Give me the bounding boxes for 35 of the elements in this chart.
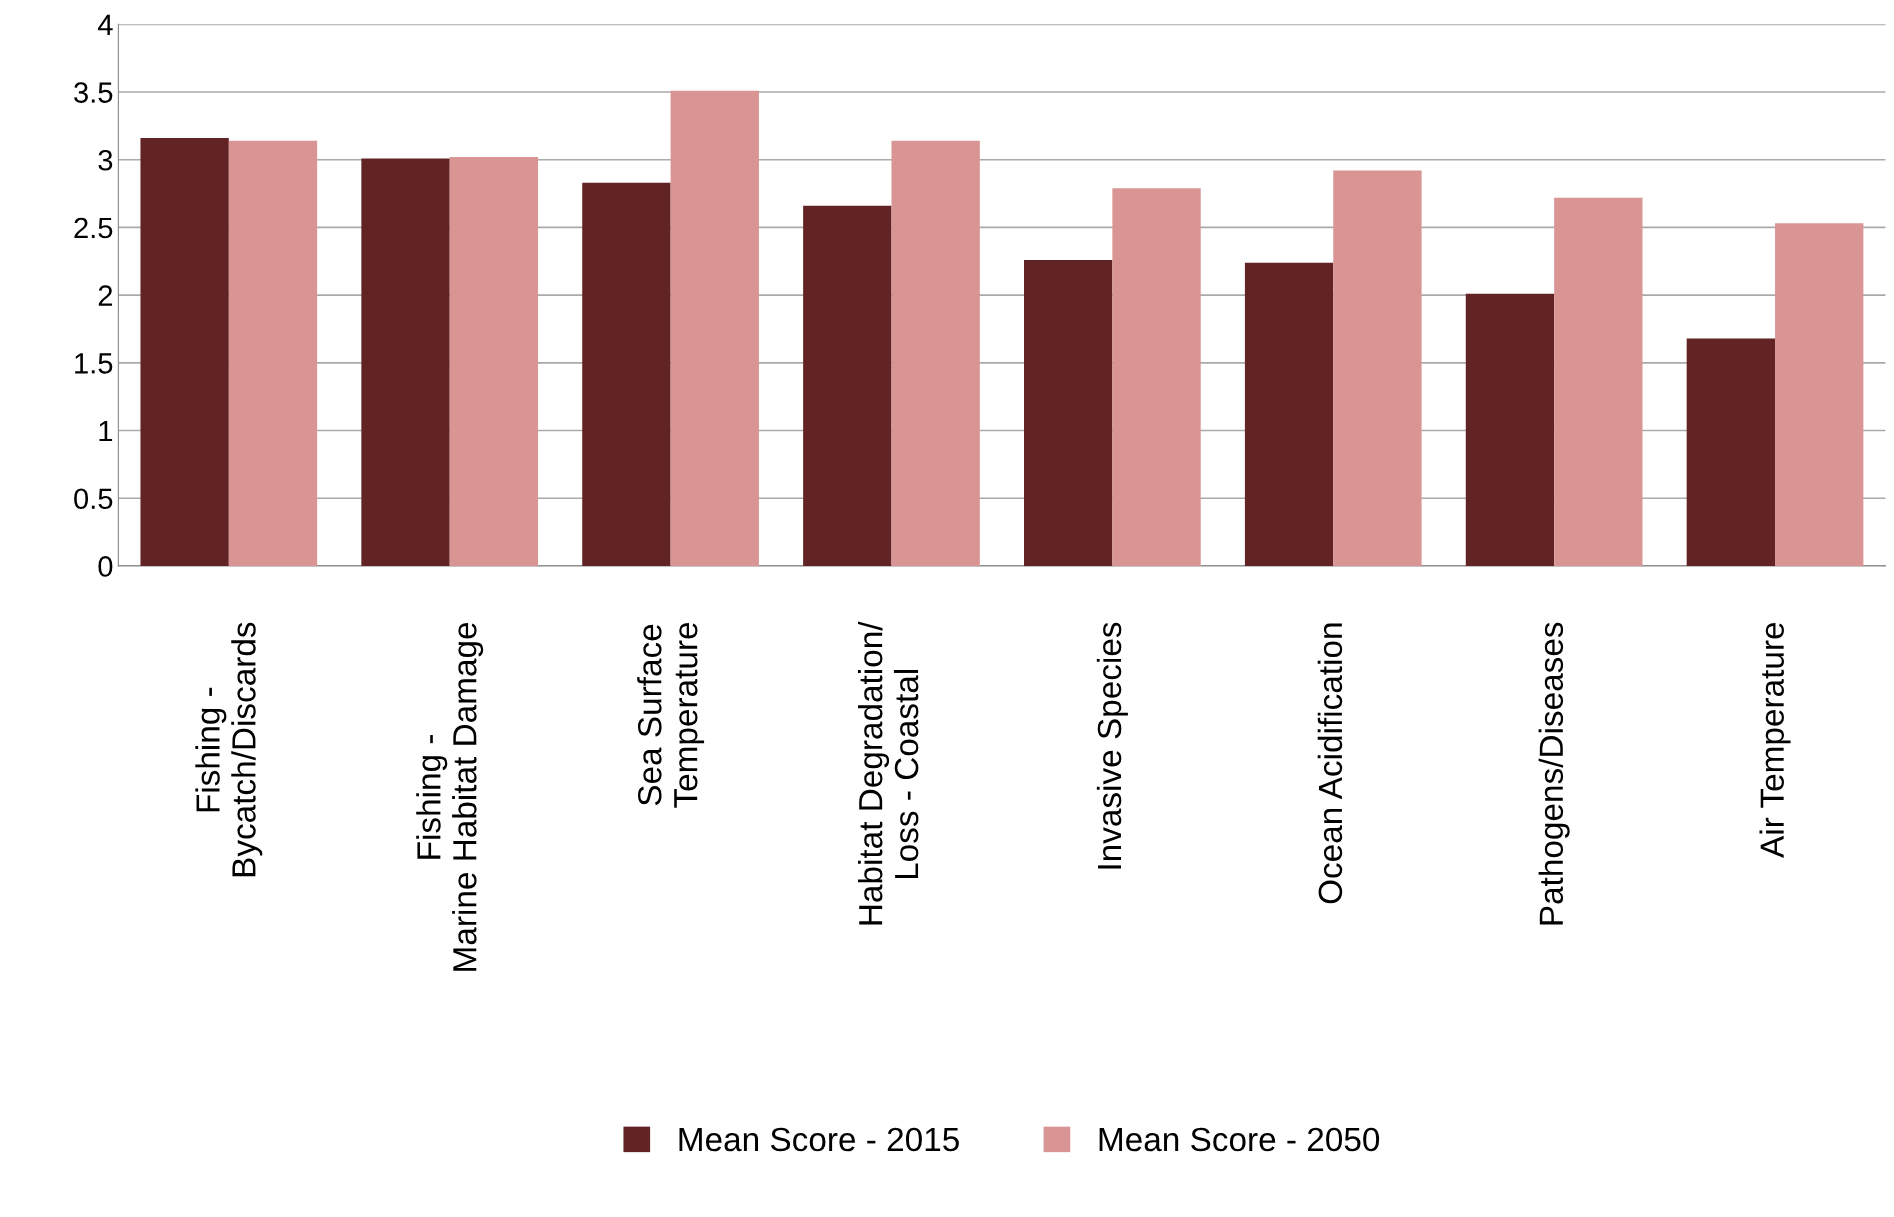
bar [1024,259,1113,566]
bar [361,158,450,566]
y-tick-label: 1 [99,421,113,442]
x-tick-label: Fishing - Marine Habitat Damage [416,622,484,971]
bar [1554,197,1643,566]
y-tick-label: 4 [97,14,113,35]
x-tick-label: Pathogens/Diseases [1538,622,1570,925]
bar [670,90,759,566]
legend-label: Mean Score - 2015 [679,1127,959,1152]
y-tick-label: 0 [98,556,113,577]
bar [582,182,671,566]
bar [449,157,539,566]
bar [1244,262,1334,566]
y-tick-label: 2.5 [74,217,113,239]
x-tick-label: Air Temperature [1759,622,1791,858]
bar [1112,188,1201,566]
x-tick-label: Fishing - Bycatch/Discards [195,622,263,877]
bar [1465,293,1555,566]
legend-label: Mean Score - 2050 [1099,1127,1380,1152]
y-tick-label: 0.5 [74,488,113,510]
bar [803,205,892,566]
x-tick-label: Habitat Degradation/ Loss - Coastal [857,621,919,925]
y-tick-label: 3.5 [74,82,113,103]
bar [140,138,229,566]
y-tick-label: 3 [98,149,113,171]
y-tick-label: 2 [98,285,113,306]
x-tick-label: Invasive Species [1096,622,1128,869]
bar [891,140,980,566]
bar [228,140,318,566]
x-tick-label: Ocean Acidification [1317,623,1343,904]
y-tick-label: 1.5 [75,353,113,374]
bar [1686,338,1776,566]
bar [1775,223,1864,566]
bar [1333,170,1422,566]
x-tick-label: Sea Surface Temperature [637,622,705,808]
